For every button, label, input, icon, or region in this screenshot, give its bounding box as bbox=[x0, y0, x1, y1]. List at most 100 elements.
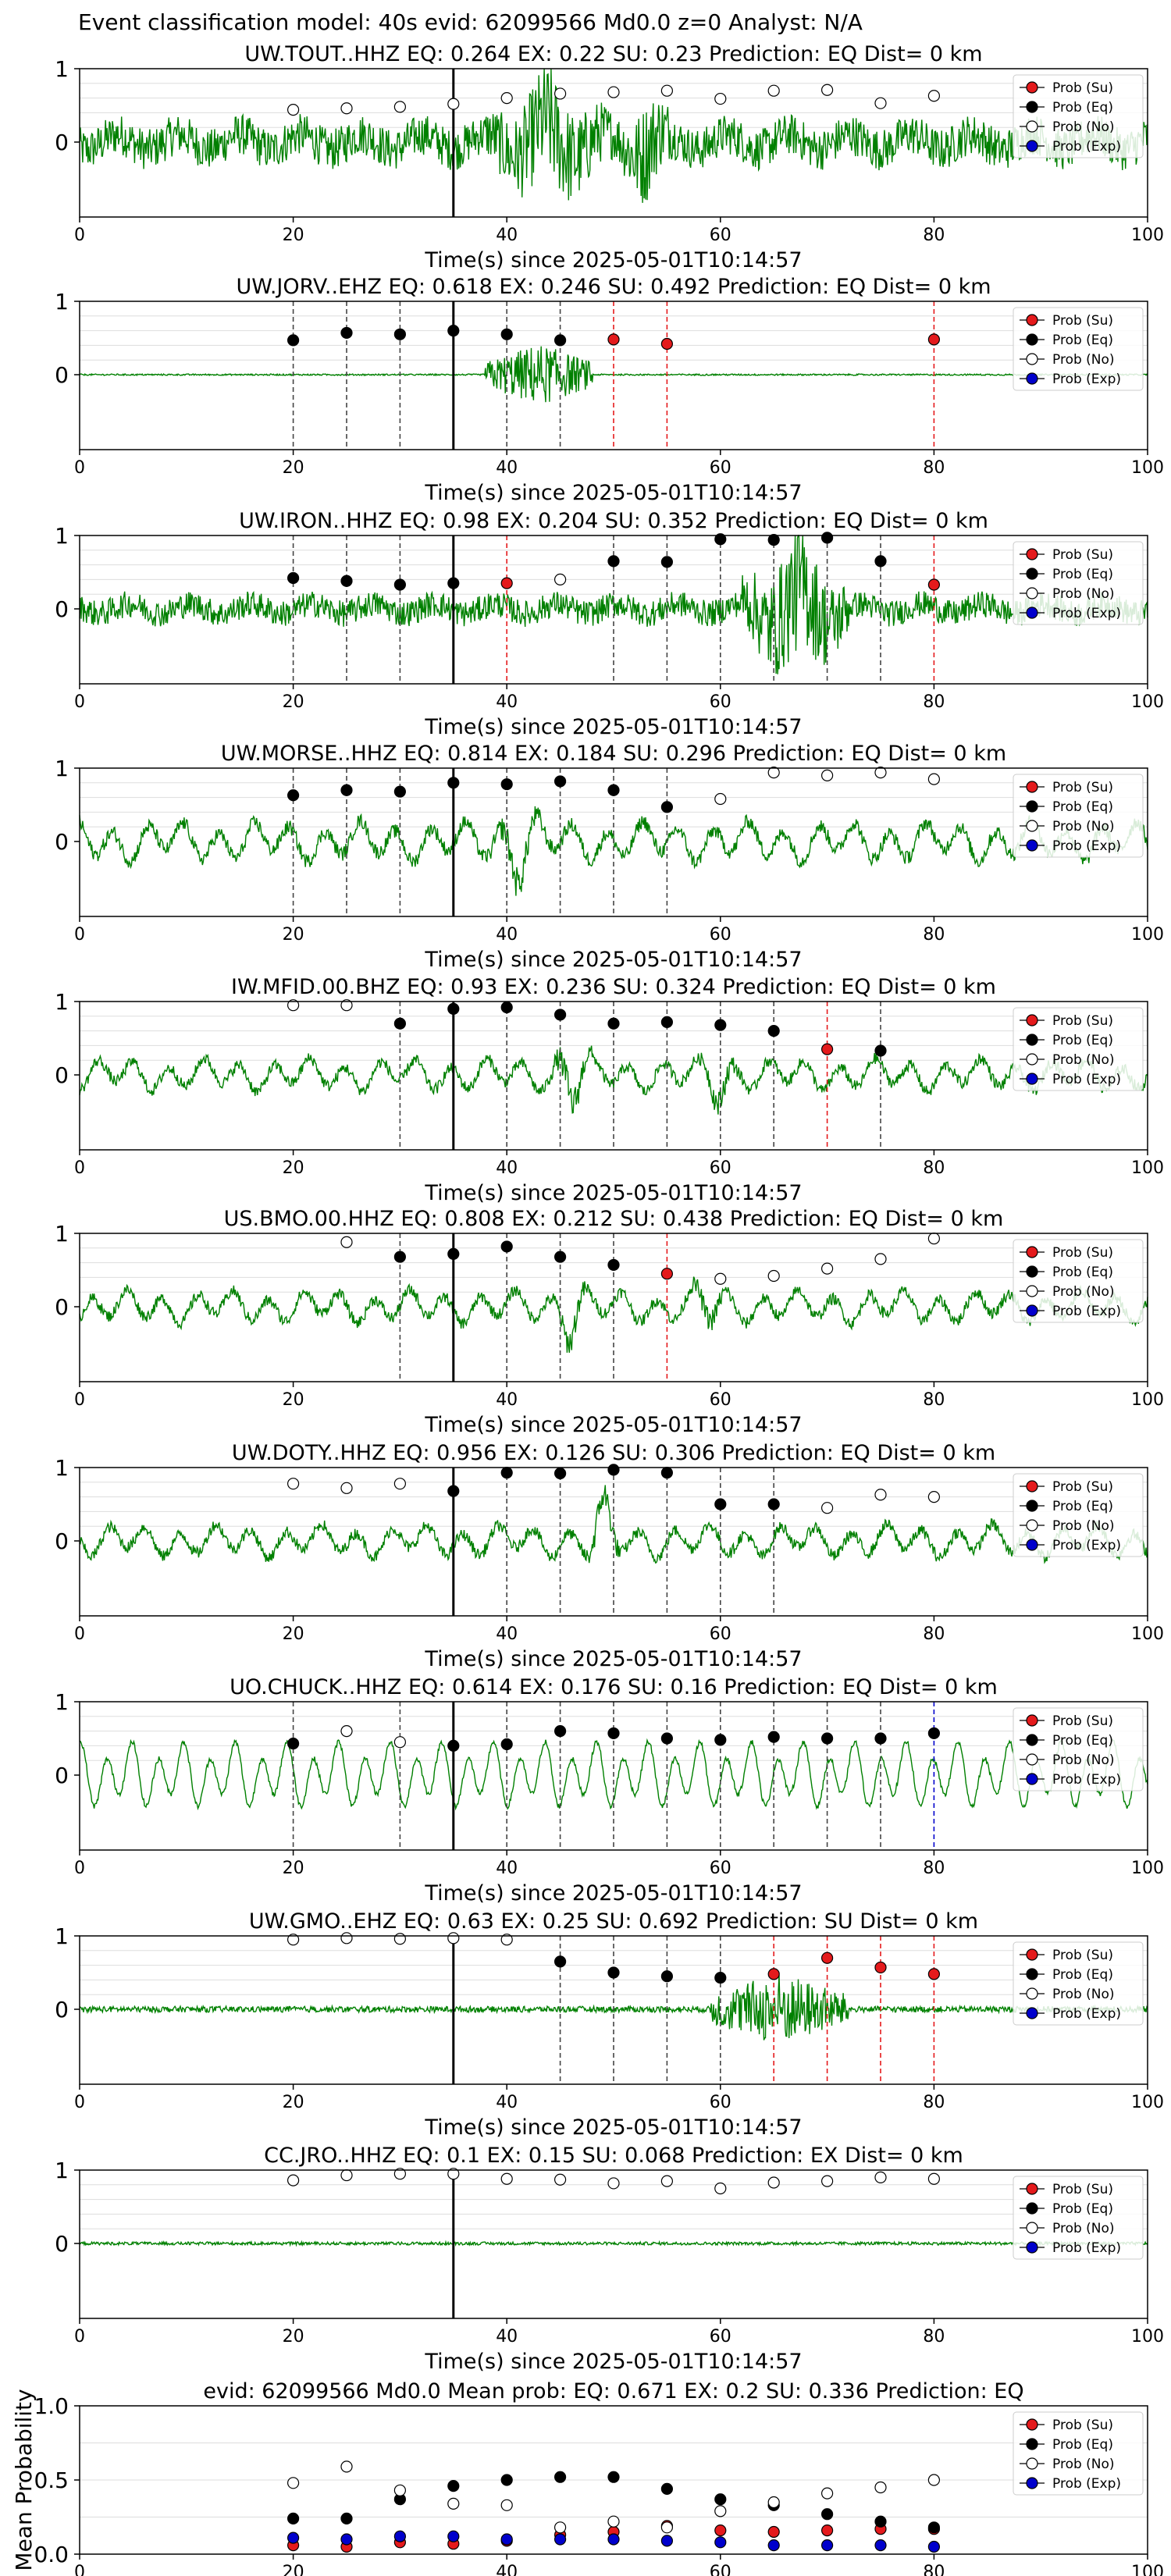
x-tick-label: 100 bbox=[1131, 226, 1164, 245]
mean-point-exp bbox=[820, 2539, 834, 2552]
prob-point-no bbox=[874, 1489, 887, 1501]
x-tick-label: 80 bbox=[923, 1624, 945, 1644]
prob-point-no bbox=[340, 999, 353, 1012]
prob-point-no bbox=[767, 84, 780, 97]
prob-point-no bbox=[287, 999, 300, 1012]
prob-point-eq bbox=[714, 1971, 727, 1984]
legend-entry: Prob (Su) bbox=[1052, 2182, 1113, 2197]
y-tick-label: 0 bbox=[55, 1997, 69, 2023]
mean-point-eq bbox=[714, 2493, 727, 2506]
mean-point-no bbox=[660, 2521, 674, 2534]
prob-point-no bbox=[767, 767, 780, 779]
prob-point-su bbox=[660, 1268, 674, 1280]
legend-marker bbox=[1026, 81, 1038, 94]
y-tick-label: 0 bbox=[55, 1528, 69, 1554]
y-tick-label: 1 bbox=[55, 1455, 69, 1481]
panel-title: evid: 62099566 Md0.0 Mean prob: EQ: 0.67… bbox=[203, 2379, 1023, 2403]
prob-point-eq bbox=[927, 1727, 941, 1740]
legend-marker bbox=[1026, 2202, 1038, 2215]
mean-point-exp bbox=[767, 2539, 780, 2552]
axes-frame bbox=[79, 1001, 1148, 1151]
legend-marker bbox=[1026, 1968, 1038, 1980]
x-tick-label: 60 bbox=[710, 458, 731, 478]
legend-entry: Prob (Eq) bbox=[1052, 1499, 1113, 1514]
panel-1: UW.TOUT..HHZ EQ: 0.264 EX: 0.22 SU: 0.23… bbox=[55, 42, 1164, 272]
x-tick-label: 20 bbox=[283, 458, 304, 478]
legend-marker bbox=[1026, 568, 1038, 580]
legend-entry: Prob (Eq) bbox=[1052, 1733, 1113, 1749]
prob-point-no bbox=[340, 1932, 353, 1944]
prob-point-no bbox=[607, 2177, 620, 2190]
legend: Prob (Su) Prob (Eq) Prob (No) Prob (Exp) bbox=[1013, 74, 1144, 158]
prob-point-su bbox=[820, 1952, 834, 1964]
mean-point-exp bbox=[607, 2533, 620, 2546]
prob-point-eq bbox=[660, 1466, 674, 1479]
prob-point-no bbox=[553, 2173, 567, 2186]
legend-marker bbox=[1026, 2457, 1038, 2470]
prob-point-eq bbox=[393, 1251, 407, 1263]
x-tick-label: 20 bbox=[283, 1158, 304, 1178]
x-tick-label: 80 bbox=[923, 2563, 945, 2576]
mean-point-eq bbox=[607, 2471, 620, 2483]
x-tick-label: 40 bbox=[496, 2563, 518, 2576]
prob-point-eq bbox=[607, 784, 620, 796]
legend-entry: Prob (Su) bbox=[1052, 1948, 1113, 1963]
mean-point-no bbox=[500, 2499, 513, 2511]
x-tick-label: 100 bbox=[1131, 1859, 1164, 1878]
prob-point-no bbox=[714, 1272, 727, 1285]
legend-entry: Prob (No) bbox=[1052, 586, 1115, 602]
prob-point-no bbox=[927, 1232, 941, 1245]
mean-point-exp bbox=[340, 2533, 353, 2546]
x-axis-label: Time(s) since 2025-05-01T10:14:57 bbox=[424, 2350, 802, 2374]
x-tick-label: 40 bbox=[496, 1859, 518, 1878]
y-tick-label: 1 bbox=[55, 56, 69, 82]
axes-frame bbox=[79, 1467, 1148, 1617]
y-tick-label: 1 bbox=[55, 289, 69, 315]
mean-point-su bbox=[820, 2524, 834, 2537]
prob-point-eq bbox=[500, 1466, 513, 1479]
x-tick-label: 0 bbox=[74, 1624, 85, 1644]
prob-point-no bbox=[927, 773, 941, 785]
x-tick-label: 20 bbox=[283, 925, 304, 945]
x-tick-label: 40 bbox=[496, 692, 518, 712]
x-tick-label: 80 bbox=[923, 226, 945, 245]
legend-entry: Prob (No) bbox=[1052, 2221, 1115, 2236]
mean-point-eq bbox=[820, 2508, 834, 2521]
panel-5: IW.MFID.00.BHZ EQ: 0.93 EX: 0.236 SU: 0.… bbox=[55, 975, 1164, 1205]
mean-point-no bbox=[714, 2505, 727, 2517]
x-tick-label: 80 bbox=[923, 2093, 945, 2112]
prob-point-eq bbox=[767, 1024, 780, 1037]
y-axis-label: Mean Probability bbox=[11, 2389, 37, 2571]
prob-point-no bbox=[393, 101, 407, 113]
prob-point-no bbox=[447, 98, 460, 110]
prob-point-eq bbox=[340, 784, 353, 796]
x-tick-label: 60 bbox=[710, 1624, 731, 1644]
legend-entry: Prob (Exp) bbox=[1052, 1304, 1121, 1319]
mean-point-no bbox=[874, 2481, 887, 2494]
x-tick-label: 60 bbox=[710, 226, 731, 245]
seismic-trace bbox=[79, 1485, 1148, 1564]
legend-marker bbox=[1026, 1014, 1038, 1026]
legend-marker bbox=[1026, 1500, 1038, 1512]
x-tick-label: 60 bbox=[710, 1158, 731, 1178]
mean-point-no bbox=[820, 2487, 834, 2500]
mean-point-no bbox=[607, 2515, 620, 2528]
prob-point-no bbox=[820, 2175, 834, 2187]
prob-point-no bbox=[447, 2168, 460, 2180]
mean-point-no bbox=[927, 2474, 941, 2486]
mean-point-exp bbox=[874, 2539, 887, 2552]
legend-marker bbox=[1026, 1480, 1038, 1493]
mean-point-exp bbox=[447, 2530, 460, 2542]
panel-title: UW.JORV..EHZ EQ: 0.618 EX: 0.246 SU: 0.4… bbox=[236, 275, 991, 299]
legend-entry: Prob (Exp) bbox=[1052, 1772, 1121, 1788]
prob-point-su bbox=[607, 333, 620, 346]
prob-point-no bbox=[820, 1262, 834, 1275]
x-tick-label: 20 bbox=[283, 2563, 304, 2576]
x-tick-label: 60 bbox=[710, 925, 731, 945]
x-tick-label: 100 bbox=[1131, 692, 1164, 712]
x-tick-label: 20 bbox=[283, 1624, 304, 1644]
panel-title: UW.TOUT..HHZ EQ: 0.264 EX: 0.22 SU: 0.23… bbox=[244, 42, 982, 66]
prob-point-eq bbox=[447, 577, 460, 589]
prob-point-no bbox=[287, 1478, 300, 1490]
x-tick-label: 80 bbox=[923, 458, 945, 478]
